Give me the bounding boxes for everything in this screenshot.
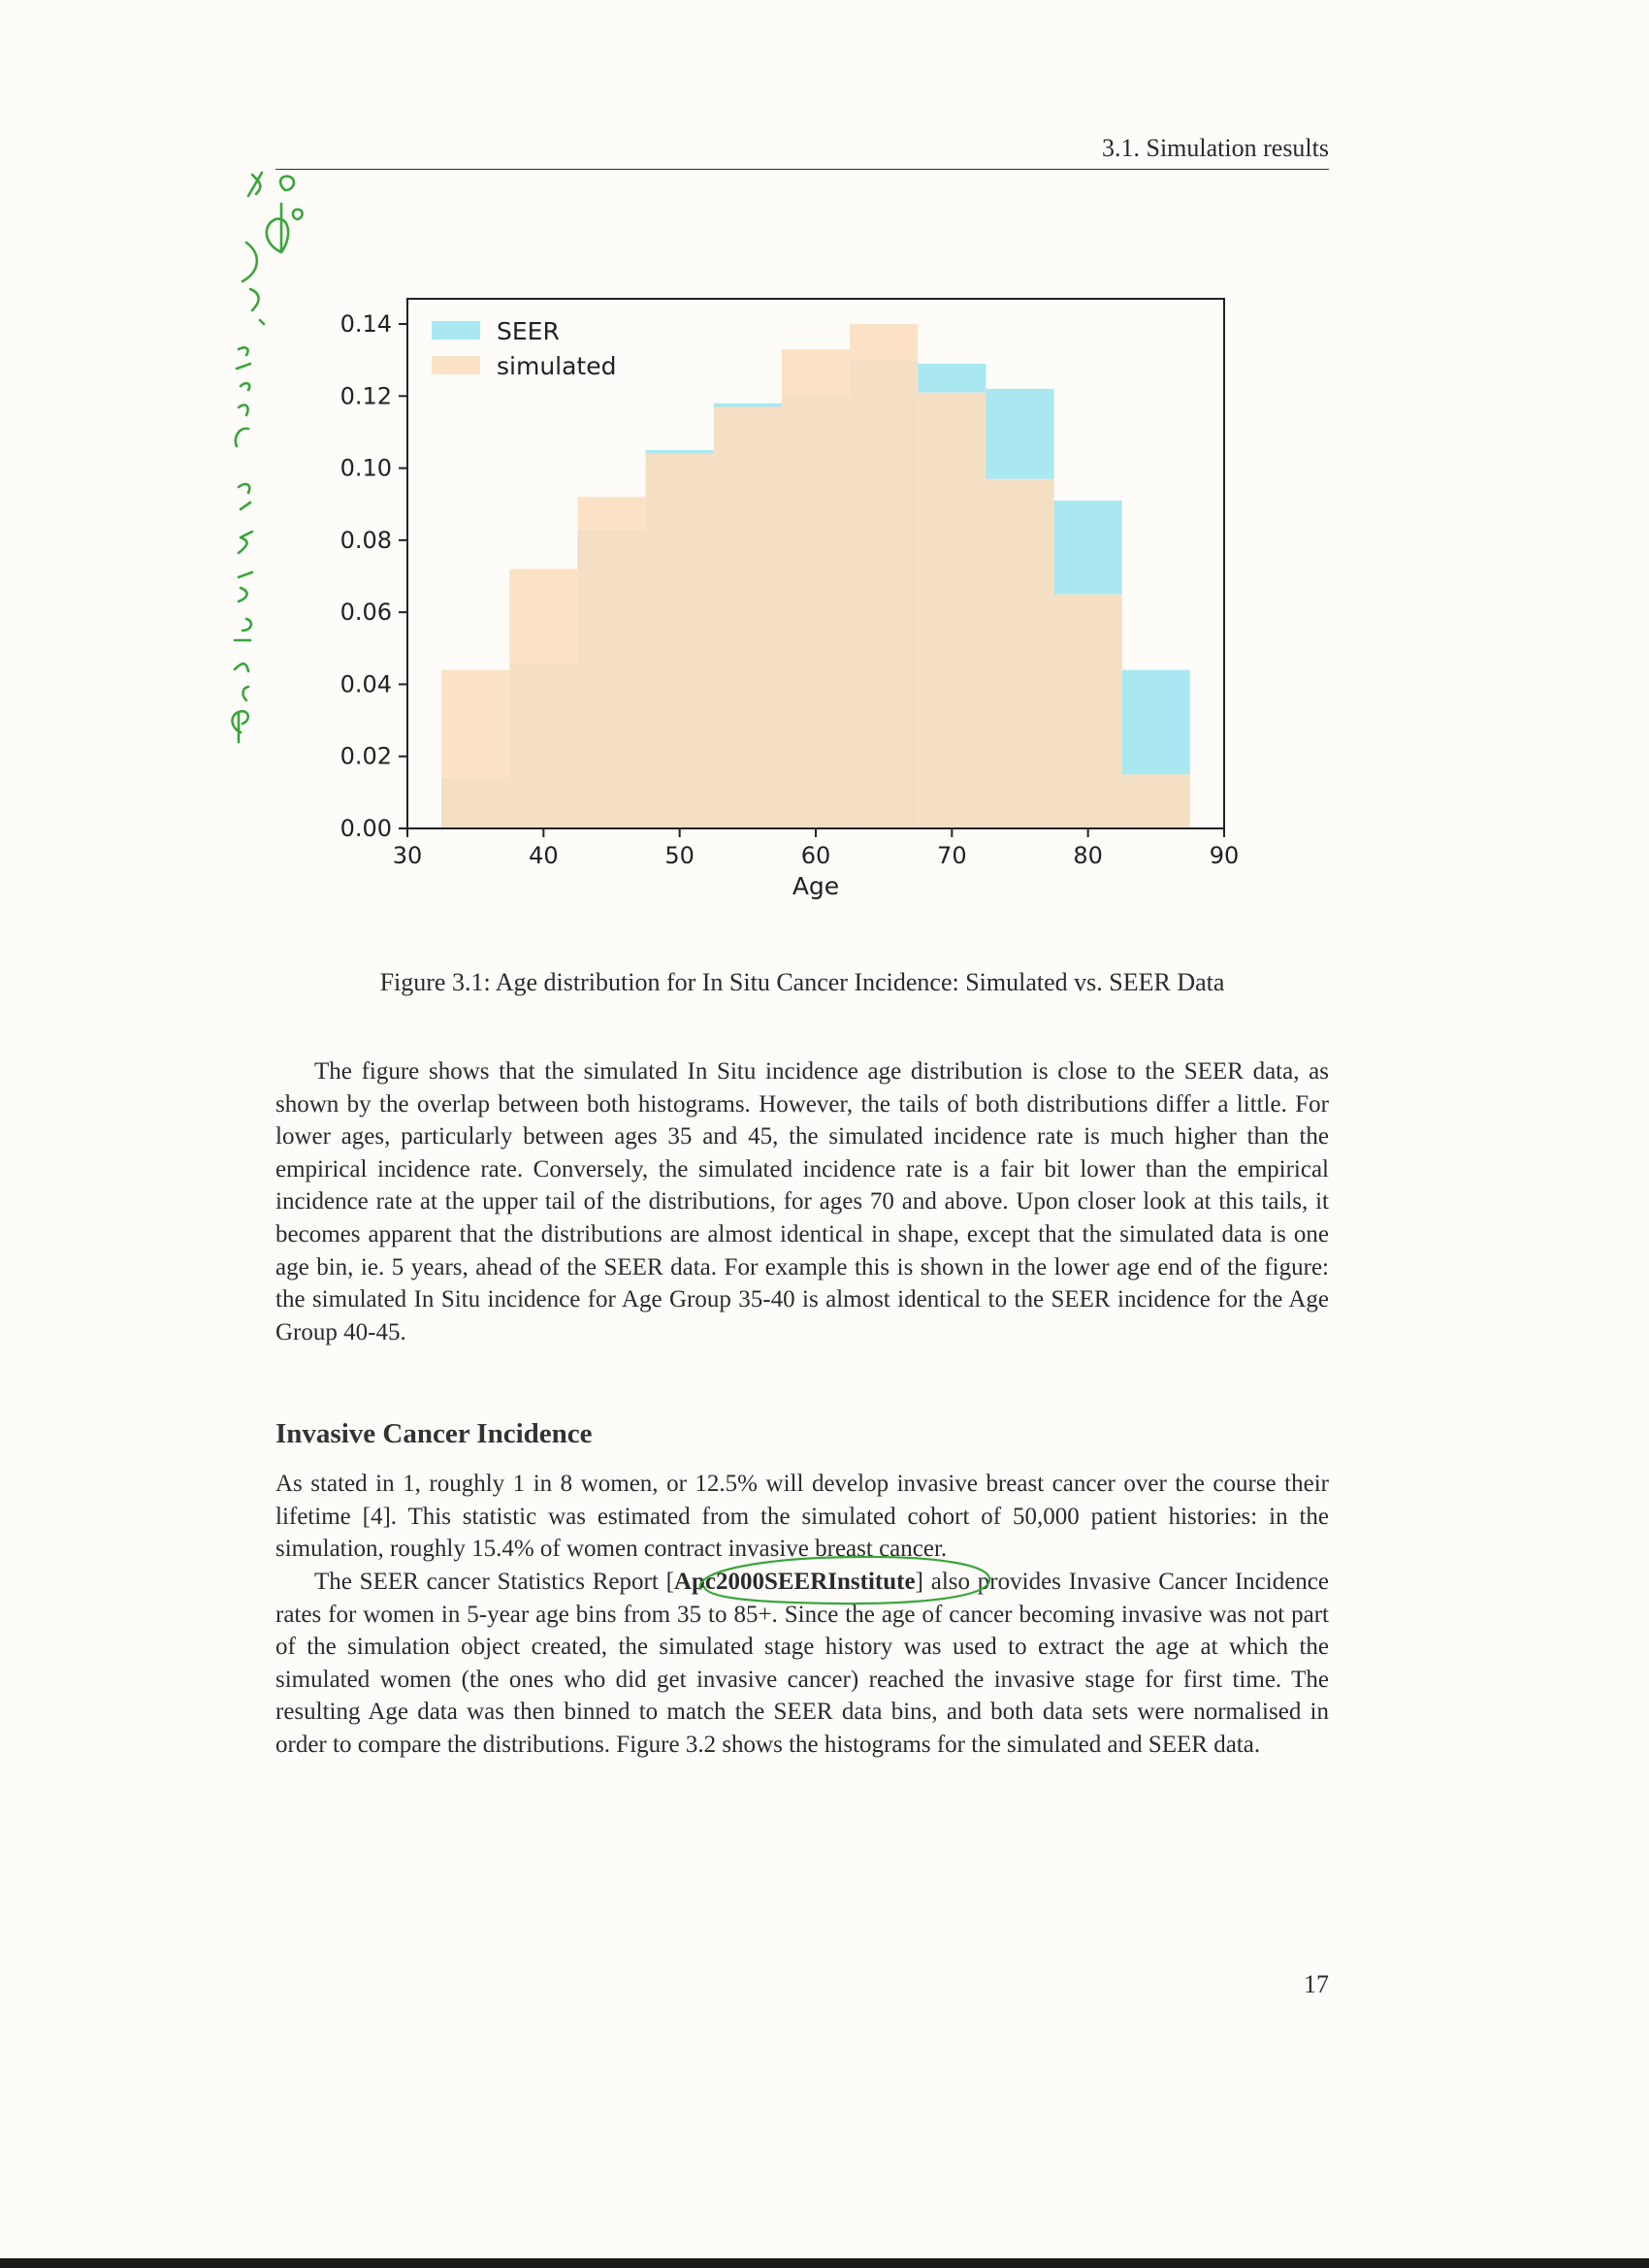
x-tick-label: 40 [529, 842, 559, 869]
bar-seer-8 [986, 388, 1054, 479]
x-tick-label: 70 [937, 842, 967, 869]
bar-overlap-0 [441, 778, 510, 828]
x-tick-label: 30 [393, 842, 423, 869]
bar-overlap-9 [1053, 594, 1122, 828]
x-tick-label: 60 [801, 842, 831, 869]
y-tick-label: 0.10 [340, 455, 392, 482]
bar-simulated-6 [850, 324, 919, 361]
bar-overlap-1 [509, 663, 578, 828]
chart-legend: SEER simulated [432, 317, 617, 380]
bar-seer-9 [1053, 501, 1122, 595]
bar-seer-3 [645, 450, 714, 454]
y-tick-label: 0.06 [340, 599, 392, 626]
section-heading: Invasive Cancer Incidence [275, 1418, 593, 1449]
bar-simulated-5 [781, 349, 851, 397]
bars-layer [441, 324, 1190, 828]
running-header: 3.1. Simulation results [1102, 134, 1329, 162]
legend-swatch-seer [432, 321, 480, 340]
y-tick-label: 0.00 [340, 815, 392, 842]
y-tick-label: 0.02 [340, 743, 392, 770]
bar-overlap-4 [713, 406, 782, 828]
bar-overlap-5 [781, 396, 851, 828]
ticks-layer: 30 40 50 60 70 80 90 0.00 0.02 0.04 0.06 0.08 0.10 0.… [340, 310, 1240, 869]
bar-seer-10 [1121, 669, 1190, 775]
x-tick-label: 80 [1073, 842, 1103, 869]
handwritten-ellipse-mark [698, 1555, 991, 1605]
x-axis-label: Age [792, 872, 839, 900]
x-tick-label: 50 [664, 842, 695, 869]
scan-bottom-edge [0, 2258, 1649, 2268]
bar-simulated-1 [509, 568, 578, 664]
header-rule [275, 169, 1329, 170]
figure-caption: Figure 3.1: Age distribution for In Situ… [379, 968, 1225, 996]
body-paragraph-3: The SEER cancer Statistics Report [Apc20… [275, 1566, 1329, 1762]
body-paragraph-1: The figure shows that the simulated In S… [275, 1058, 1329, 1345]
histogram-chart: 30 40 50 60 70 80 90 0.00 0.02 0.04 0.06 0.08 0.10 0.… [340, 298, 1240, 900]
bar-overlap-3 [645, 453, 714, 828]
bar-overlap-10 [1121, 774, 1190, 828]
paragraph-3-start: The SEER cancer Statistics Report [ [314, 1569, 674, 1595]
legend-label-simulated: simulated [497, 352, 617, 380]
y-tick-label: 0.04 [340, 670, 392, 697]
bar-overlap-8 [986, 478, 1054, 828]
bar-overlap-7 [918, 392, 986, 828]
paragraph-3-rest: ] also provides Invasive Cancer Incidenc… [275, 1569, 1329, 1758]
bar-seer-4 [713, 403, 782, 407]
y-tick-label: 0.08 [340, 527, 392, 554]
handwritten-margin-note [231, 171, 304, 744]
legend-label-seer: SEER [497, 317, 560, 345]
y-tick-label: 0.14 [340, 310, 392, 338]
bar-overlap-6 [850, 360, 919, 828]
bar-overlap-2 [577, 529, 646, 828]
bar-simulated-0 [441, 669, 510, 778]
x-tick-label: 90 [1210, 842, 1240, 869]
y-tick-label: 0.12 [340, 382, 392, 409]
legend-swatch-simulated [432, 356, 480, 374]
page-number: 17 [1304, 1970, 1329, 1998]
bar-seer-7 [918, 363, 986, 393]
bar-simulated-2 [577, 497, 646, 530]
